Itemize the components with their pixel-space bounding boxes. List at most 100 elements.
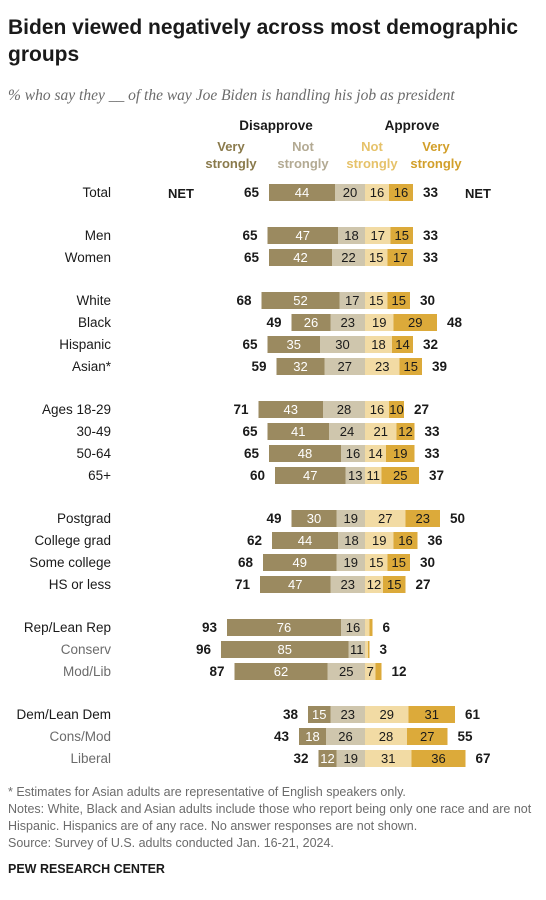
footnote-asian: * Estimates for Asian adults are represe… bbox=[8, 785, 406, 799]
value-app-very-dem-lean-dem: 31 bbox=[425, 707, 439, 722]
value-dis-not-total: 20 bbox=[343, 185, 357, 200]
value-app-not-asian: 23 bbox=[375, 359, 389, 374]
bar-app-very-ages-18-29 bbox=[389, 401, 404, 418]
row-label-65: 65+ bbox=[88, 468, 111, 483]
bar-dis-not-65 bbox=[345, 467, 365, 484]
net-app-30-49: 33 bbox=[425, 424, 441, 439]
net-app-rep-lean-rep: 6 bbox=[383, 620, 391, 635]
net-dis-conserv: 96 bbox=[196, 642, 212, 657]
value-app-not-white: 15 bbox=[369, 293, 383, 308]
value-app-not-cons-mod: 28 bbox=[379, 729, 393, 744]
value-app-very-total: 16 bbox=[394, 185, 408, 200]
net-app-hs-or-less: 27 bbox=[416, 577, 431, 592]
net-dis-women: 65 bbox=[244, 250, 260, 265]
bar-app-very-65 bbox=[381, 467, 419, 484]
net-app-ages-18-29: 27 bbox=[414, 402, 429, 417]
value-app-not-65: 11 bbox=[367, 468, 381, 483]
header-dis-very-strongly-line2: strongly bbox=[205, 156, 257, 171]
net-app-black: 48 bbox=[447, 315, 463, 330]
footnote-notes: Notes: White, Black and Asian adults inc… bbox=[8, 802, 532, 833]
net-dis-total: 65 bbox=[244, 185, 260, 200]
value-app-very-30-49: 12 bbox=[398, 424, 412, 439]
net-dis-30-49: 65 bbox=[242, 424, 258, 439]
value-dis-very-65: 47 bbox=[303, 468, 317, 483]
bar-dis-very-white bbox=[261, 292, 340, 309]
bar-dis-not-hs-or-less bbox=[330, 576, 365, 593]
bar-app-very-liberal bbox=[411, 750, 466, 767]
bar-app-very-30-49 bbox=[396, 423, 415, 440]
bar-dis-not-30-49 bbox=[329, 423, 365, 440]
bar-app-very-black bbox=[393, 314, 437, 331]
bar-app-very-asian bbox=[399, 358, 422, 375]
bar-app-not-white bbox=[365, 292, 388, 309]
value-app-not-college-grad: 19 bbox=[372, 533, 386, 548]
value-app-not-total: 16 bbox=[370, 185, 384, 200]
bar-dis-not-some-college bbox=[336, 554, 365, 571]
net-header-right: NET bbox=[465, 186, 491, 201]
bar-dis-not-hispanic bbox=[320, 336, 365, 353]
bar-app-not-college-grad bbox=[365, 532, 394, 549]
value-dis-not-hispanic: 30 bbox=[335, 337, 349, 352]
header-app-not-strongly-line1: Not bbox=[361, 139, 383, 154]
row-label-white: White bbox=[76, 293, 111, 308]
value-app-not-some-college: 15 bbox=[369, 555, 383, 570]
row-label-mod-lib: Mod/Lib bbox=[63, 664, 111, 679]
row-label-postgrad: Postgrad bbox=[57, 511, 111, 526]
bar-dis-very-hs-or-less bbox=[260, 576, 331, 593]
bar-app-not-postgrad bbox=[365, 510, 406, 527]
bar-dis-not-mod-lib bbox=[327, 663, 365, 680]
bar-app-not-mod-lib bbox=[365, 663, 376, 680]
row-label-black: Black bbox=[78, 315, 111, 330]
value-app-very-ages-18-29: 10 bbox=[389, 402, 403, 417]
net-dis-white: 68 bbox=[236, 293, 252, 308]
bar-dis-not-ages-18-29 bbox=[323, 401, 365, 418]
value-dis-not-50-64: 16 bbox=[346, 446, 360, 461]
bar-app-not-50-64 bbox=[365, 445, 386, 462]
net-app-mod-lib: 12 bbox=[392, 664, 407, 679]
bar-dis-not-white bbox=[339, 292, 365, 309]
value-dis-not-postgrad: 19 bbox=[344, 511, 358, 526]
value-app-very-college-grad: 16 bbox=[398, 533, 412, 548]
bar-app-very-dem-lean-dem bbox=[408, 706, 455, 723]
net-dis-liberal: 32 bbox=[293, 751, 308, 766]
value-dis-very-total: 44 bbox=[295, 185, 309, 200]
bar-app-very-college-grad bbox=[393, 532, 418, 549]
value-app-not-black: 19 bbox=[372, 315, 386, 330]
bar-dis-very-black bbox=[291, 314, 331, 331]
net-app-men: 33 bbox=[423, 228, 439, 243]
bar-dis-very-men bbox=[267, 227, 338, 244]
row-label-cons-mod: Cons/Mod bbox=[49, 729, 111, 744]
bar-app-very-some-college bbox=[387, 554, 410, 571]
value-dis-very-some-college: 49 bbox=[293, 555, 307, 570]
value-app-not-postgrad: 27 bbox=[378, 511, 392, 526]
bar-app-very-hs-or-less bbox=[383, 576, 406, 593]
net-dis-asian: 59 bbox=[251, 359, 266, 374]
value-dis-very-mod-lib: 62 bbox=[274, 664, 288, 679]
bar-dis-not-asian bbox=[324, 358, 365, 375]
value-dis-very-hs-or-less: 47 bbox=[288, 577, 302, 592]
header-app-very-strongly-line2: strongly bbox=[410, 156, 462, 171]
value-dis-very-women: 42 bbox=[293, 250, 307, 265]
bar-app-not-liberal bbox=[365, 750, 412, 767]
value-dis-not-black: 23 bbox=[341, 315, 355, 330]
bar-dis-not-total bbox=[335, 184, 365, 201]
org-name: PEW RESEARCH CENTER bbox=[8, 862, 165, 876]
value-app-very-hispanic: 14 bbox=[395, 337, 409, 352]
value-app-not-30-49: 21 bbox=[374, 424, 388, 439]
value-dis-very-men: 47 bbox=[296, 228, 310, 243]
value-app-very-postgrad: 23 bbox=[416, 511, 430, 526]
value-app-very-asian: 15 bbox=[404, 359, 418, 374]
value-dis-very-50-64: 48 bbox=[298, 446, 312, 461]
row-label-conserv: Conserv bbox=[61, 642, 112, 657]
value-dis-not-white: 17 bbox=[345, 293, 359, 308]
bar-dis-not-dem-lean-dem bbox=[330, 706, 365, 723]
header-app-not-strongly-line2: strongly bbox=[346, 156, 398, 171]
net-app-women: 33 bbox=[423, 250, 439, 265]
row-label-dem-lean-dem: Dem/Lean Dem bbox=[16, 707, 111, 722]
bar-dis-very-asian bbox=[276, 358, 325, 375]
value-app-very-65: 25 bbox=[393, 468, 407, 483]
value-app-not-ages-18-29: 16 bbox=[370, 402, 384, 417]
row-label-50-64: 50-64 bbox=[76, 446, 111, 461]
net-dis-cons-mod: 43 bbox=[274, 729, 290, 744]
bar-dis-not-50-64 bbox=[341, 445, 365, 462]
